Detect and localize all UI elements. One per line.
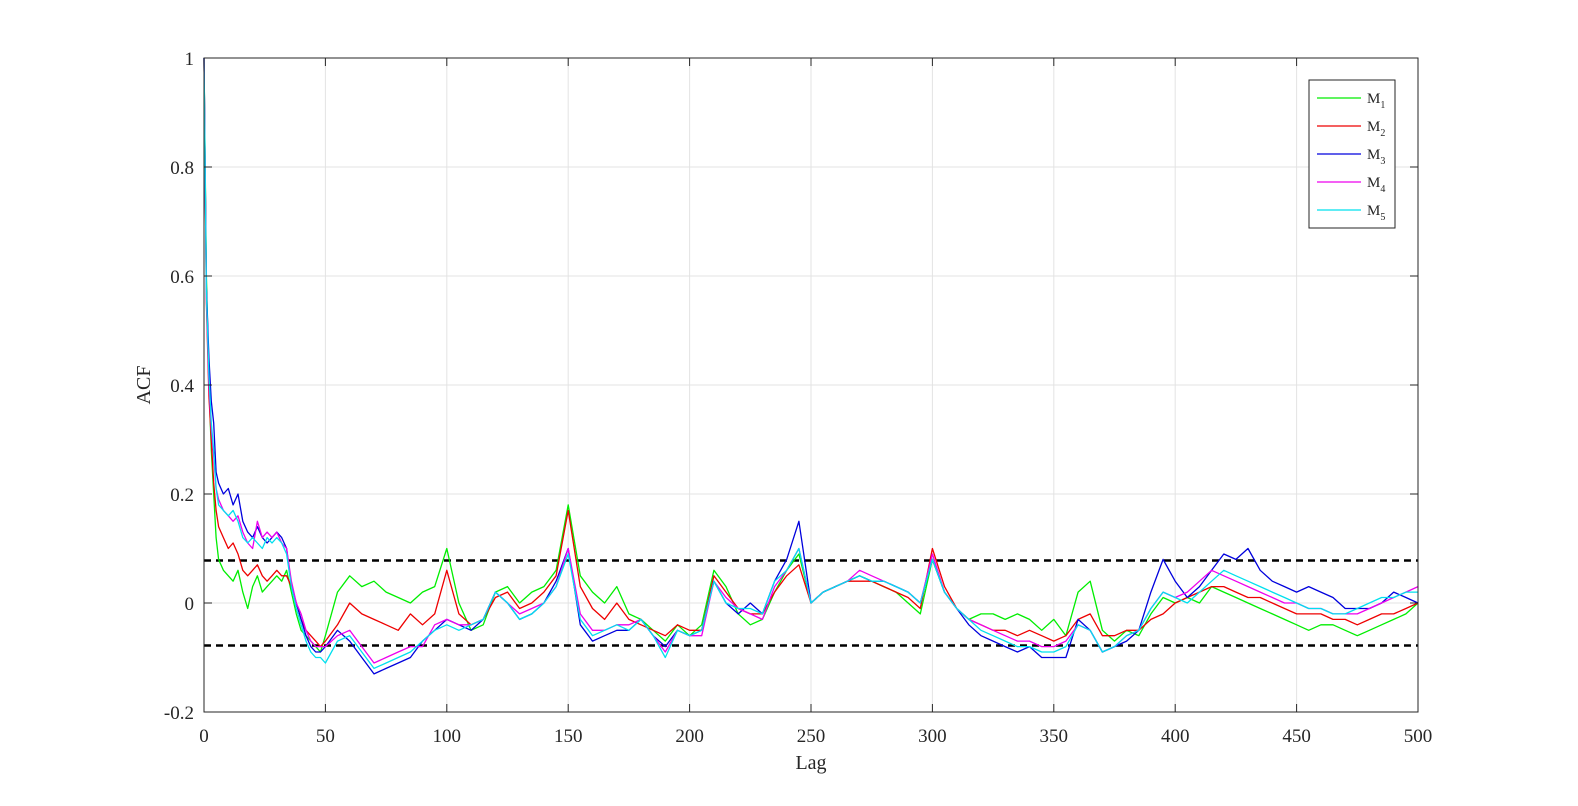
x-tick-label: 150 [554,726,583,747]
x-tick-label: 100 [433,726,462,747]
legend-label-m3: M3 [1367,147,1385,167]
confidence-bounds [204,559,1418,647]
x-tick-label: 400 [1161,726,1190,747]
legend-label-m1: M1 [1367,91,1385,111]
y-tick-label: 0.8 [170,158,194,179]
x-tick-label: 350 [1040,726,1069,747]
y-tick-label: 0.2 [170,485,194,506]
y-tick-label: 0.4 [170,376,194,397]
x-axis-label: Lag [795,752,826,774]
series-line-m5 [203,57,1418,670]
y-tick-label: -0.2 [164,703,194,724]
x-tick-label: 200 [675,726,704,747]
axis-ticks: 0 50 100 150 200 250 300 350 400 450 500-0.200.20.… [164,49,1432,747]
x-tick-label: 0 [199,726,209,747]
legend-label-m5: M5 [1367,203,1385,223]
legend-label-m2: M2 [1367,119,1385,139]
legend: M1 M2 M3 M4 M5 [1308,79,1396,229]
series-line-m4 [203,57,1419,664]
x-tick-label: 250 [797,726,826,747]
y-axis-label: ACF [133,366,155,405]
x-tick-label: 300 [918,726,947,747]
x-tick-label: 450 [1282,726,1311,747]
y-tick-label: 0 [185,594,195,615]
x-tick-label: 500 [1404,726,1433,747]
legend-label-m4: M4 [1367,175,1385,195]
y-tick-label: 0.6 [170,267,194,288]
x-tick-label: 50 [316,726,335,747]
y-tick-label: 1 [185,49,195,70]
series-lines [203,57,1419,675]
